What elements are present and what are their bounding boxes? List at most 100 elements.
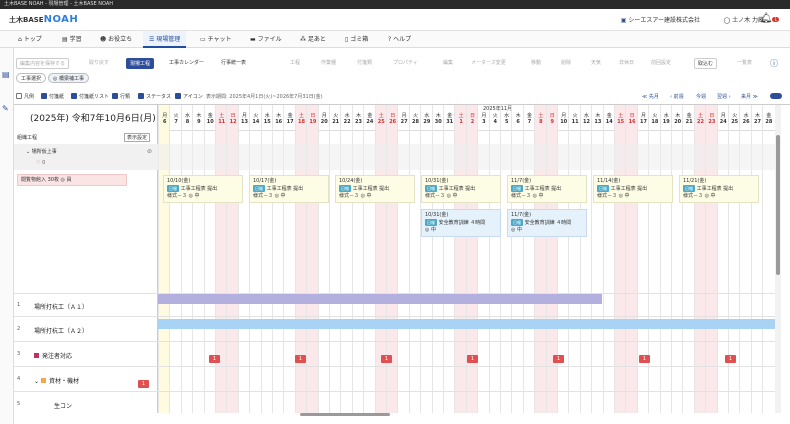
user-menu[interactable]: ◯ 土ノ木 力蔵 (723, 15, 764, 24)
filter-sticky[interactable]: 付箋紙 (41, 93, 64, 100)
app-header (0, 9, 790, 31)
sticky-card[interactable]: 11/21(金) 日報 工事工程表 提出 様式－３ ◎ 中 (679, 175, 759, 203)
this-week-link[interactable]: 今週 (696, 94, 707, 100)
tool-overview[interactable]: 一覧表 (734, 58, 756, 69)
count-marker[interactable]: 1 (138, 380, 149, 388)
table-row[interactable]: 3 発注者対応 (14, 343, 775, 367)
import-button[interactable]: 取込む (694, 58, 718, 69)
filter-icon[interactable]: アイコン (175, 93, 203, 100)
table-row[interactable]: 4 ⌄ 資材・機材 (14, 368, 775, 392)
tool-move[interactable]: 移動 (528, 58, 545, 69)
undo-button[interactable]: 取り戻す (86, 58, 113, 69)
nav-label: 足あと (307, 36, 326, 43)
next-week-link[interactable]: 翌週 › (717, 94, 731, 100)
weekday-label: 日 (469, 113, 475, 119)
card-title: 日報 安全教育訓練 ４時間 (511, 219, 583, 227)
weekday-label: 日 (230, 113, 236, 119)
calendar-tab[interactable]: 工事カレンダー (166, 58, 208, 69)
filter-legend[interactable]: 凡例 (16, 93, 34, 100)
nav-top[interactable]: ⌂ トップ (18, 31, 42, 48)
home-icon: ⌂ (18, 36, 24, 43)
event-marker[interactable]: 1 (553, 355, 564, 363)
tool-property[interactable]: プロパティ (390, 58, 421, 69)
group-name[interactable]: ⌄ 場所仮上事 (26, 148, 57, 155)
company-name[interactable]: ▣ シーエスアー建設株式会社 (621, 15, 700, 24)
next-month-link[interactable]: 来月 ≫ (741, 94, 758, 100)
save-button[interactable]: 編集内容を保存する (16, 58, 70, 69)
sticky-card[interactable]: 11/14(金) 日報 工事工程表 提出 様式－３ ◎ 中 (593, 175, 673, 203)
day-number: 6 (516, 119, 520, 125)
nav-help[interactable]: ? ヘルプ (388, 31, 411, 48)
day-number: 12 (583, 119, 590, 125)
nav-footprints[interactable]: ⁂ 足あと (300, 31, 326, 48)
tool-edit[interactable]: 編集 (440, 58, 457, 69)
project-select-chip[interactable]: 工事選択 (16, 73, 47, 83)
day-number: 16 (628, 119, 636, 125)
event-marker[interactable]: 1 (467, 355, 478, 363)
nav-chat[interactable]: ▭ チャット (200, 31, 232, 48)
document-icon[interactable]: ▤ (2, 70, 10, 79)
tool-sticky[interactable]: 付箋類 (354, 58, 376, 69)
sticky-card[interactable]: 11/7(金) 日報 工事工程表 提出 様式－３ ◎ 中 (507, 175, 587, 203)
tool-holiday[interactable]: 非休日 (616, 58, 638, 69)
table-row[interactable]: 5 生コン (14, 393, 775, 417)
weekday-label: 木 (754, 113, 760, 119)
eye-off-icon[interactable]: ⊘ (147, 148, 153, 155)
day-number: 21 (685, 119, 693, 125)
toggle-switch[interactable] (770, 93, 782, 99)
tool-previous[interactable]: 前回設定 (648, 58, 675, 69)
nav-site-management[interactable]: ☰ 現場管理 (143, 31, 187, 48)
sticky-card[interactable]: 10/31(金) 日報 工事工程表 提出 様式－３ ◎ 中 (421, 175, 501, 203)
project-chip[interactable]: ◎ 橋梁補工事 (48, 73, 89, 83)
likes[interactable]: ♡ 0 (36, 160, 45, 166)
bar-a1[interactable] (158, 294, 602, 304)
sticky-card[interactable]: 10/24(金) 日報 工事工程表 提出 様式－３ ◎ 中 (335, 175, 415, 203)
filter-status[interactable]: ステータス (138, 93, 171, 100)
nav-trash[interactable]: ▯ ゴミ箱 (345, 31, 368, 48)
event-sticky[interactable]: 閲覧物館入 30枚 ◎ 員 (17, 174, 127, 186)
filter-sticky-list[interactable]: 付箋紙リスト (71, 93, 109, 100)
event-marker[interactable]: 1 (381, 355, 392, 363)
event-marker[interactable]: 1 (725, 355, 736, 363)
tool-meters[interactable]: メーターズ変更 (468, 58, 509, 69)
filter-rows[interactable]: 行類 (112, 93, 130, 100)
tool-weather[interactable]: 天気 (588, 58, 605, 69)
display-settings-button[interactable]: 表示設定 (124, 133, 151, 142)
sticky-card[interactable]: 11/7(金) 日報 安全教育訓練 ４時間 ◎ 中 (507, 209, 587, 237)
wrench-icon[interactable]: ✎ (2, 104, 9, 113)
sticky-card[interactable]: 10/17(金) 日報 工事工程表 提出 様式－３ ◎ 中 (249, 175, 329, 203)
event-marker[interactable]: 1 (295, 355, 306, 363)
list-tab[interactable]: 行事統一表 (218, 58, 250, 69)
day-label: 火 11 (569, 113, 580, 125)
vertical-thumb[interactable] (776, 135, 780, 275)
notification-button[interactable]: 🔔︎ 1 (760, 13, 779, 24)
horizontal-scrollbar[interactable] (300, 413, 390, 416)
weekday-label: 火 (253, 113, 259, 119)
table-row[interactable]: 2 場所打杭工（Ａ２） (14, 318, 775, 342)
nav-useful[interactable]: ☻ お役立ち (100, 31, 132, 48)
table-row[interactable]: 1 場所打杭工（Ａ１） (14, 293, 775, 317)
prev-week-link[interactable]: ‹ 前週 (670, 94, 684, 100)
card-subtext: ◎ 中 (425, 227, 436, 233)
day-number: 26 (389, 119, 397, 125)
tool-process[interactable]: 工程 (287, 58, 304, 69)
prev-month-link[interactable]: ≪ 先月 (642, 94, 659, 100)
nav-file[interactable]: ▬ ファイル (250, 31, 282, 48)
day-number: 10 (206, 119, 214, 125)
tool-delete[interactable]: 削除 (558, 58, 575, 69)
info-icon[interactable]: ⓘ (770, 59, 778, 68)
day-number: 27 (400, 119, 408, 125)
nav-learning[interactable]: ▤ 学習 (62, 31, 82, 48)
tool-worktype[interactable]: 作業種 (318, 58, 340, 69)
event-marker[interactable]: 1 (209, 355, 220, 363)
sticky-card[interactable]: 10/10(金) 日報 工事工程表 提出 様式－３ ◎ 中 (163, 175, 243, 203)
weekday-label: 土 (618, 113, 624, 119)
sticky-card[interactable]: 10/31(金) 日報 安全教育訓練 ４時間 ◎ 中 (421, 209, 501, 237)
schedule-tab[interactable]: 現場工程 (126, 58, 155, 69)
vertical-scrollbar[interactable] (775, 105, 781, 413)
event-marker[interactable]: 1 (639, 355, 650, 363)
weekday-label: 火 (572, 113, 578, 119)
app-logo[interactable]: 土木BASENOAH (9, 14, 78, 25)
bar-a2[interactable] (158, 319, 775, 329)
